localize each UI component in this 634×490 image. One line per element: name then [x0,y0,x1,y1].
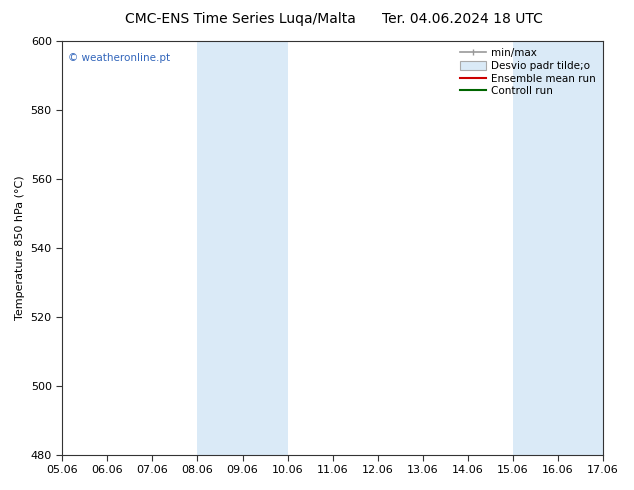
Legend: min/max, Desvio padr tilde;o, Ensemble mean run, Controll run: min/max, Desvio padr tilde;o, Ensemble m… [458,46,598,98]
Bar [197,41,288,455]
Y-axis label: Temperature 850 hPa (°C): Temperature 850 hPa (°C) [15,175,25,320]
Text: Ter. 04.06.2024 18 UTC: Ter. 04.06.2024 18 UTC [382,12,543,26]
Text: © weatheronline.pt: © weatheronline.pt [68,53,170,64]
Bar [513,41,603,455]
Text: CMC-ENS Time Series Luqa/Malta: CMC-ENS Time Series Luqa/Malta [126,12,356,26]
